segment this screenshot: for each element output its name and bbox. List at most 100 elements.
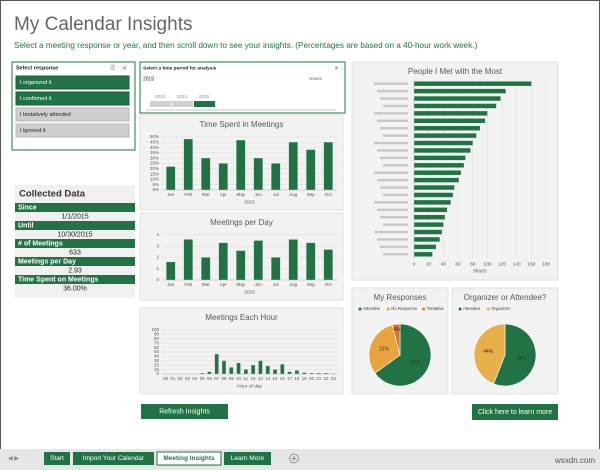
slicer-item-label[interactable]: I organized it xyxy=(20,80,52,86)
bar xyxy=(414,200,451,205)
button-label[interactable]: Refresh Insights xyxy=(159,408,210,415)
y-tick-label: 90 xyxy=(154,332,160,337)
x-tick-label: Jul xyxy=(273,192,279,197)
x-tick-label: Apr xyxy=(220,192,228,197)
bar xyxy=(251,365,255,374)
timeline-year[interactable]: 2014 xyxy=(177,94,188,99)
x-axis-label: Hours xyxy=(473,268,487,274)
x-axis-label: 2015 xyxy=(244,199,255,205)
pie-slice xyxy=(391,323,401,356)
y-tick-label: 20% xyxy=(150,166,159,171)
button[interactable] xyxy=(141,404,228,419)
pie-slice xyxy=(374,323,432,387)
chart-panel xyxy=(139,307,344,395)
x-tick-label: Aug xyxy=(289,282,298,287)
legend-label: Attendee xyxy=(463,306,481,311)
timeline-segment[interactable] xyxy=(172,101,193,107)
x-tick-label: 120 xyxy=(498,261,506,267)
name-blur xyxy=(380,127,408,130)
y-tick-label: 45% xyxy=(150,139,159,144)
sheet-tab-label[interactable]: Learn More xyxy=(231,455,265,462)
sheet-tab-label[interactable]: Import Your Calendar xyxy=(83,455,145,462)
sheet-tab[interactable] xyxy=(44,452,70,465)
slicer-item[interactable] xyxy=(15,75,130,90)
timeline-year[interactable]: 2015 xyxy=(199,94,210,99)
x-tick-label: Jul xyxy=(273,282,279,287)
y-tick-label: 5% xyxy=(152,182,159,187)
x-axis-label: Hour of day xyxy=(237,383,262,389)
add-sheet[interactable] xyxy=(289,453,299,464)
x-tick-label: Apr xyxy=(220,282,228,287)
x-tick-label: 06 xyxy=(207,376,213,381)
sheet-tab-label[interactable]: Start xyxy=(50,455,64,462)
x-tick-label: 09 xyxy=(229,376,235,381)
name-blur xyxy=(383,223,408,226)
bar xyxy=(414,111,488,116)
x-tick-label: 13 xyxy=(258,376,264,381)
y-tick-label: 60 xyxy=(154,345,160,350)
collected-value: 1/1/2015 xyxy=(61,213,88,220)
nav-arrows: ◀ ▶ xyxy=(8,456,19,462)
sheet-tab[interactable] xyxy=(73,452,154,465)
timeline-title: Select a time period for analysis xyxy=(143,65,217,71)
chart-title: People I Met with the Most xyxy=(408,67,503,76)
bar xyxy=(414,148,471,153)
bar xyxy=(414,192,453,198)
data-label: 56% xyxy=(517,356,528,362)
slicer-item-label[interactable]: I tentatively attended xyxy=(20,112,71,118)
y-tick-label: 35% xyxy=(150,150,159,155)
name-blur xyxy=(377,208,408,211)
x-tick-label: 19 xyxy=(302,376,308,381)
chart-title: My Responses xyxy=(374,293,427,302)
bar xyxy=(201,158,211,190)
legend-label: No Response xyxy=(391,306,418,311)
collected-title: Collected Data xyxy=(19,189,86,200)
chart-title: Meetings per Day xyxy=(210,218,273,227)
collected-label: # of Meetings xyxy=(18,241,63,248)
name-blur xyxy=(374,230,408,234)
slicer-title: Select response xyxy=(16,65,58,71)
bar xyxy=(265,366,270,374)
bar xyxy=(306,242,316,280)
pie-slice xyxy=(493,323,537,387)
timeline-segment[interactable] xyxy=(194,101,215,107)
sheet-tab[interactable] xyxy=(224,452,271,465)
pie-slice xyxy=(473,323,506,385)
data-label: 44% xyxy=(483,349,494,355)
bar xyxy=(200,373,204,374)
bar xyxy=(414,103,497,109)
bar xyxy=(414,140,473,146)
bar xyxy=(414,222,444,227)
button[interactable] xyxy=(472,404,558,420)
y-tick-label: 10% xyxy=(150,177,159,182)
legend-marker xyxy=(358,307,362,311)
x-tick-label: 0 xyxy=(413,261,416,267)
slicer-item[interactable] xyxy=(15,107,130,122)
y-tick-label: 100 xyxy=(151,327,159,332)
sheet-tab[interactable] xyxy=(156,451,222,466)
x-tick-label: 03 xyxy=(185,376,191,381)
timeline-segment[interactable] xyxy=(150,101,171,107)
sheet-tab-label[interactable]: Meeting Insights xyxy=(163,455,215,462)
chart-title: Organizer or Attendee? xyxy=(464,293,547,302)
x-tick-label: 15 xyxy=(273,376,279,381)
collected-value: 36.00% xyxy=(63,285,87,292)
slicer-item[interactable] xyxy=(15,91,130,106)
slicer-item-label[interactable]: I ignored it xyxy=(20,128,46,134)
slicer-item[interactable] xyxy=(15,123,130,138)
timeline-unit[interactable]: YEARS xyxy=(308,76,322,81)
y-tick-label: 4 xyxy=(156,232,159,237)
x-tick-label: May xyxy=(236,282,245,287)
timeline-year[interactable]: 2013 xyxy=(155,94,166,99)
name-blur xyxy=(377,119,408,122)
name-blur xyxy=(383,104,408,108)
x-tick-label: 21 xyxy=(316,376,322,381)
y-tick-label: 30 xyxy=(154,358,160,363)
x-tick-label: 10 xyxy=(236,376,242,381)
y-tick-label: 0% xyxy=(152,187,159,192)
name-blur xyxy=(383,164,408,167)
slicer-item-label[interactable]: I confirmed it xyxy=(20,96,52,102)
button-label[interactable]: Click here to learn more xyxy=(478,409,552,416)
bar xyxy=(207,371,212,374)
bar xyxy=(253,158,263,190)
